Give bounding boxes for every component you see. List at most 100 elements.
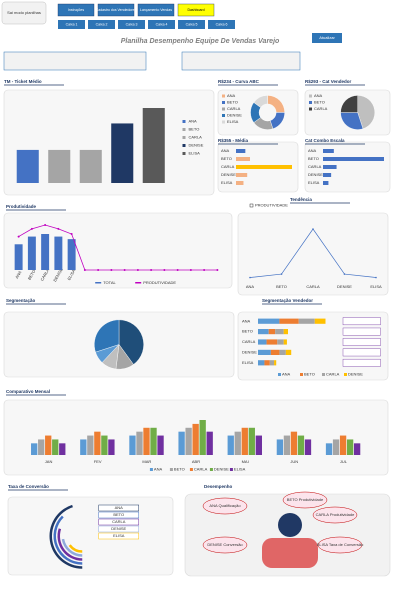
legend-label: BETO: [227, 100, 238, 105]
tab-label: Caixa 1: [66, 22, 78, 26]
y-tick-label: ELISA: [221, 180, 233, 185]
y-tick-label: ANA: [242, 318, 251, 323]
tab-label: Caixa 6: [216, 22, 228, 26]
side-button[interactable]: [342, 317, 381, 326]
line-marker: [163, 269, 166, 271]
legend-label: CARLA: [112, 519, 126, 524]
tab-button[interactable]: [148, 20, 175, 29]
legend-swatch: [222, 101, 225, 104]
tab-label: Caixa 4: [156, 22, 168, 26]
legend-label: ANA: [282, 372, 291, 377]
bubble: [282, 491, 328, 509]
legend-swatch: [95, 282, 102, 284]
legend-swatch: [278, 373, 281, 376]
pie-slice: [94, 319, 120, 353]
legend-label: ANA: [115, 505, 124, 510]
bar: [199, 420, 206, 455]
legend-label: TOTAL: [103, 280, 116, 285]
legend-label: CARLA: [314, 106, 328, 111]
bar-segment: [279, 318, 299, 324]
bar-segment: [275, 329, 284, 335]
refresh-button[interactable]: [312, 33, 342, 43]
bar: [79, 149, 102, 183]
x-tick-label: ELISA: [370, 284, 382, 289]
nav-button[interactable]: [137, 3, 175, 17]
bubble: [312, 506, 358, 524]
nav-button[interactable]: [177, 3, 215, 17]
chart-title: R$293 - Cat Vendedor: [305, 79, 352, 84]
y-tick-label: CARLA: [308, 164, 322, 169]
bar-segment: [274, 360, 277, 366]
bar-segment: [314, 318, 326, 324]
legend-swatch: [182, 144, 186, 147]
tab-button[interactable]: [118, 20, 145, 29]
side-button[interactable]: [342, 338, 381, 346]
bubble-label: DENISE Conversão: [207, 542, 243, 547]
y-tick-label: ANA: [221, 148, 230, 153]
legend-label: DENISE: [348, 372, 363, 377]
side-button[interactable]: [342, 327, 381, 336]
chart-title: Desempenho: [204, 484, 233, 489]
bar: [236, 157, 250, 161]
x-tick-label: BETO: [27, 269, 37, 281]
bubble: [317, 536, 363, 554]
illustration-body: [262, 538, 318, 568]
bar: [325, 443, 333, 455]
bar: [67, 239, 76, 270]
nav-button[interactable]: [97, 3, 135, 17]
pie-slice: [357, 95, 375, 130]
legend-label: ELISA: [189, 151, 201, 156]
bar-segment: [279, 349, 286, 355]
radial-bar: [53, 515, 83, 565]
nav-label: Cadastro dos Vendedores: [96, 8, 137, 12]
y-tick-label: DENISE: [242, 349, 257, 354]
legend-label: BETO: [189, 127, 200, 132]
filter-box[interactable]: [3, 51, 147, 71]
bar: [41, 234, 50, 270]
bar: [255, 435, 262, 455]
y-tick-label: CARLA: [242, 339, 256, 344]
bar-segment: [270, 349, 280, 355]
logo[interactable]: [1, 1, 47, 25]
bar: [206, 431, 213, 455]
radial-bar: [61, 538, 83, 557]
side-button[interactable]: [342, 358, 381, 367]
radial-bar: [57, 528, 83, 561]
panel: [7, 496, 174, 576]
side-button[interactable]: [342, 348, 381, 357]
bar: [136, 431, 143, 455]
y-tick-label: CARLA: [221, 164, 235, 169]
nav-label: Instruções: [68, 8, 84, 12]
bar: [192, 423, 199, 455]
bar: [353, 443, 361, 455]
bubble-label: CARLA Produtividade: [316, 512, 355, 517]
x-tick-label: ANA: [246, 284, 255, 289]
bar: [87, 435, 94, 455]
nav-button[interactable]: [57, 3, 95, 17]
bar: [143, 427, 150, 455]
tab-button[interactable]: [58, 20, 85, 29]
tab-button[interactable]: [208, 20, 235, 29]
bubble: [202, 497, 248, 515]
bar: [323, 165, 337, 169]
bar: [31, 443, 38, 455]
legend-label: DENISE: [111, 526, 126, 531]
y-tick-label: ANA: [308, 148, 317, 153]
bubble-label: BETO Produtividade: [287, 497, 324, 502]
panel: [237, 212, 389, 296]
legend-swatch: [300, 373, 303, 376]
bar: [111, 123, 134, 183]
filter-box[interactable]: [181, 51, 301, 71]
refresh-label: Atualizar: [319, 35, 335, 40]
legend-label: ANA: [189, 119, 198, 124]
bar: [14, 244, 23, 270]
legend-label: PRODUTIVIDADE: [143, 280, 176, 285]
x-tick-label: JAN: [45, 459, 53, 464]
tab-button[interactable]: [88, 20, 115, 29]
bar: [94, 431, 101, 455]
tab-button[interactable]: [178, 20, 205, 29]
bar: [297, 435, 305, 455]
line-marker: [203, 269, 206, 271]
legend-swatch: [222, 94, 225, 98]
legend-swatch: [222, 120, 225, 124]
